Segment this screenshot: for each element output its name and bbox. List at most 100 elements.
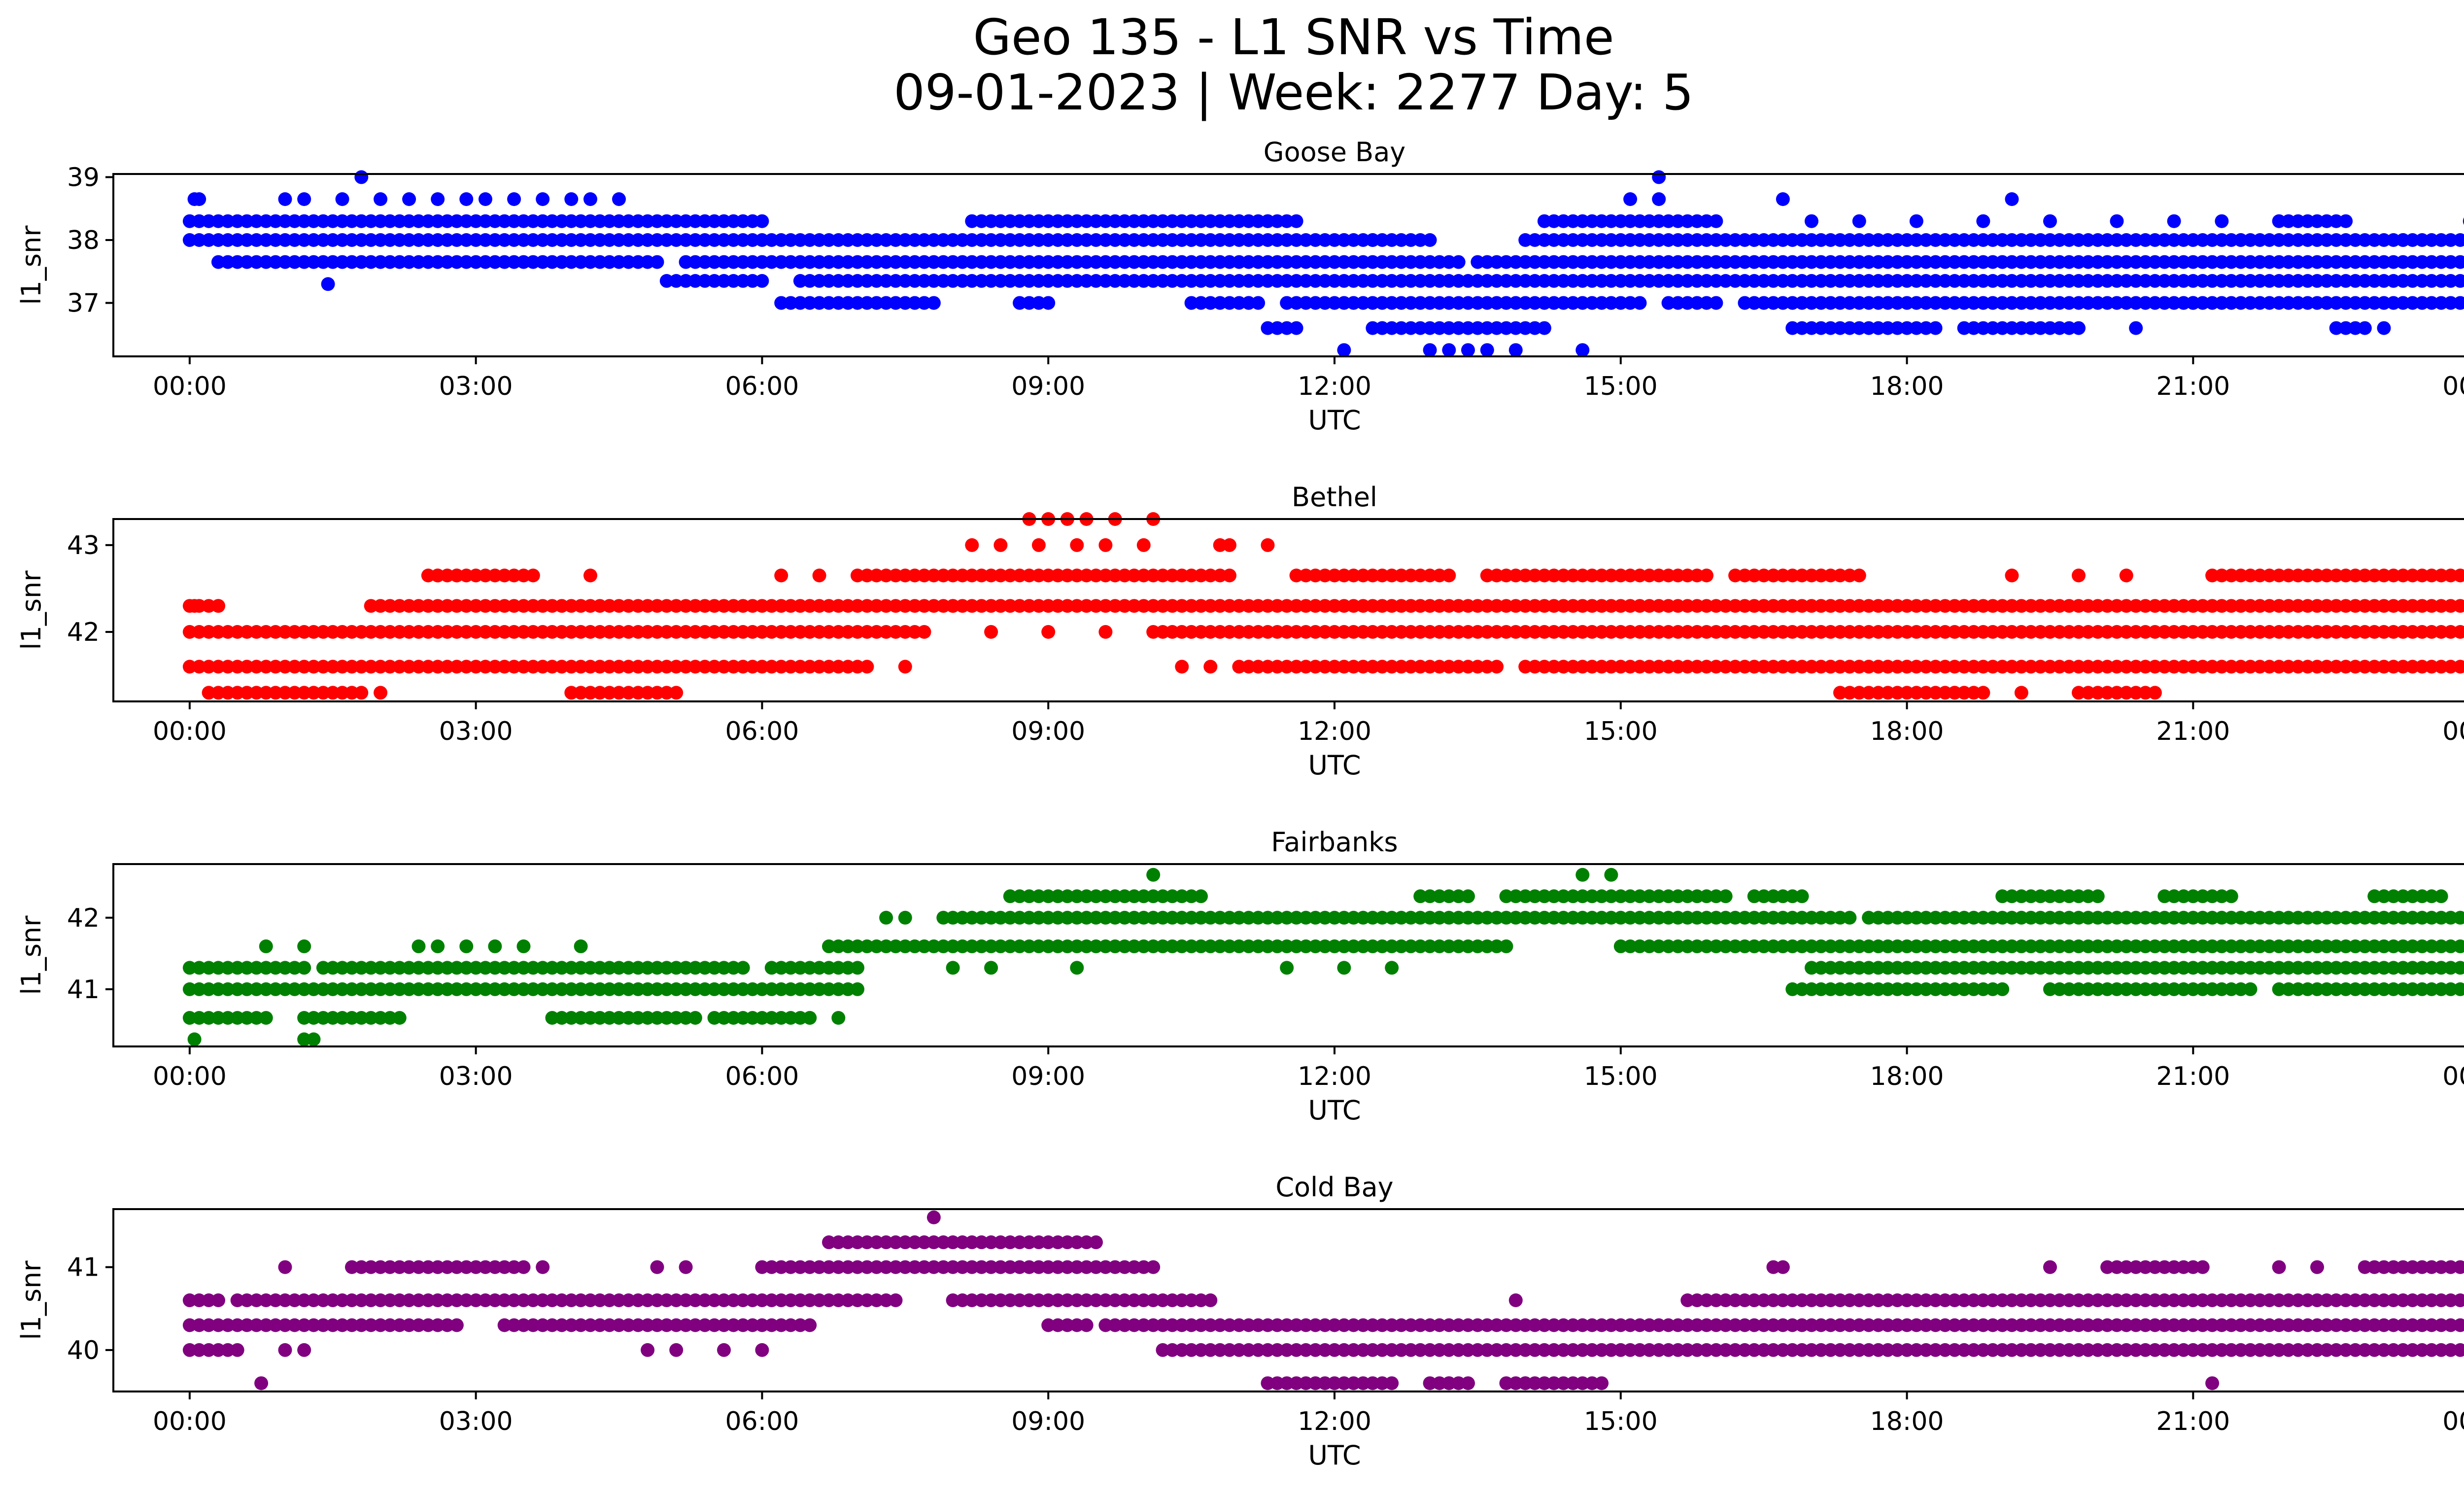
scatter-point <box>354 1260 369 1274</box>
scatter-point <box>793 1293 807 1307</box>
scatter-point <box>2348 321 2362 335</box>
scatter-point <box>2234 961 2248 975</box>
scatter-point <box>2129 939 2143 953</box>
scatter-point <box>869 274 884 288</box>
scatter-point <box>2310 961 2324 975</box>
scatter-point <box>211 599 225 613</box>
scatter-point <box>2463 299 2464 307</box>
scatter-point <box>2195 660 2210 674</box>
scatter-point <box>2281 910 2295 925</box>
scatter-point <box>736 274 750 288</box>
scatter-point <box>1203 214 1218 228</box>
scatter-point <box>2205 1343 2220 1357</box>
scatter-point <box>1805 625 1818 639</box>
scatter-point <box>2186 889 2200 904</box>
scatter-point <box>211 660 225 674</box>
scatter-point <box>1518 1376 1533 1391</box>
scatter-point <box>2215 910 2229 925</box>
scatter-point <box>2234 939 2248 953</box>
scatter-point <box>698 660 712 674</box>
scatter-point <box>440 625 454 639</box>
scatter-point <box>1890 910 1905 925</box>
scatter-point <box>726 233 741 247</box>
scatter-point <box>2463 964 2464 972</box>
scatter-point <box>2014 321 2028 335</box>
scatter-point <box>583 599 597 613</box>
scatter-point <box>1957 255 1971 269</box>
scatter-point <box>2358 274 2372 288</box>
scatter-point <box>1833 625 1847 639</box>
scatter-point <box>1652 625 1666 639</box>
scatter-point <box>869 625 884 639</box>
scatter-point <box>1079 255 1094 269</box>
scatter-point <box>1366 625 1380 639</box>
scatter-point <box>1003 255 1017 269</box>
scatter-point <box>1680 255 1695 269</box>
scatter-point <box>2281 214 2295 228</box>
scatter-point <box>1194 599 1208 613</box>
scatter-point <box>2205 568 2220 583</box>
scatter-point <box>946 910 960 925</box>
scatter-point <box>2177 1293 2190 1307</box>
scatter-point <box>354 170 369 184</box>
scatter-point <box>879 233 893 247</box>
scatter-point <box>784 1260 798 1274</box>
scatter-point <box>1623 599 1638 613</box>
scatter-point <box>1700 1293 1713 1307</box>
scatter-point <box>1843 274 1857 288</box>
scatter-point <box>2005 961 2019 975</box>
scatter-point <box>1375 233 1389 247</box>
scatter-point <box>1175 214 1189 228</box>
scatter-point <box>1805 233 1818 247</box>
scatter-point <box>1308 568 1323 583</box>
scatter-point <box>936 939 951 953</box>
scatter-point <box>1261 1318 1275 1332</box>
scatter-point <box>2177 274 2190 288</box>
scatter-point <box>2463 628 2464 636</box>
scatter-point <box>1957 961 1971 975</box>
scatter-point <box>536 599 550 613</box>
scatter-point <box>1871 660 1885 674</box>
scatter-point <box>822 1293 836 1307</box>
scatter-point <box>192 1318 206 1332</box>
scatter-point <box>536 961 550 975</box>
scatter-point <box>1442 296 1456 310</box>
scatter-point <box>1957 321 1971 335</box>
scatter-point <box>2033 1293 2048 1307</box>
scatter-point <box>497 233 512 247</box>
scatter-point <box>1289 1343 1303 1357</box>
scatter-point <box>650 961 664 975</box>
scatter-point <box>2005 321 2019 335</box>
scatter-point <box>326 982 340 996</box>
scatter-point <box>1957 625 1971 639</box>
scatter-point <box>411 233 426 247</box>
scatter-point <box>1805 255 1818 269</box>
scatter-point <box>2253 255 2267 269</box>
scatter-point <box>383 961 397 975</box>
scatter-point <box>1318 910 1332 925</box>
scatter-point <box>1508 255 1523 269</box>
scatter-point <box>650 982 664 996</box>
scatter-point <box>1623 274 1638 288</box>
x-tick-label: 00:00 <box>153 372 227 401</box>
scatter-point <box>459 961 474 975</box>
scatter-point <box>2310 982 2324 996</box>
scatter-point <box>2157 233 2172 247</box>
scatter-point <box>898 568 912 583</box>
scatter-point <box>354 1293 369 1307</box>
scatter-point <box>459 599 474 613</box>
scatter-point <box>326 1011 340 1025</box>
scatter-point <box>479 982 492 996</box>
scatter-point <box>1595 568 1609 583</box>
scatter-point <box>1843 910 1857 925</box>
scatter-point <box>2195 255 2210 269</box>
scatter-point <box>1499 939 1513 953</box>
scatter-point <box>679 625 693 639</box>
scatter-point <box>984 1235 998 1250</box>
scatter-point <box>1843 321 1857 335</box>
scatter-point <box>1136 910 1151 925</box>
scatter-point <box>2253 1318 2267 1332</box>
scatter-point <box>1385 568 1399 583</box>
scatter-point <box>1223 255 1236 269</box>
scatter-point <box>2053 1343 2067 1357</box>
